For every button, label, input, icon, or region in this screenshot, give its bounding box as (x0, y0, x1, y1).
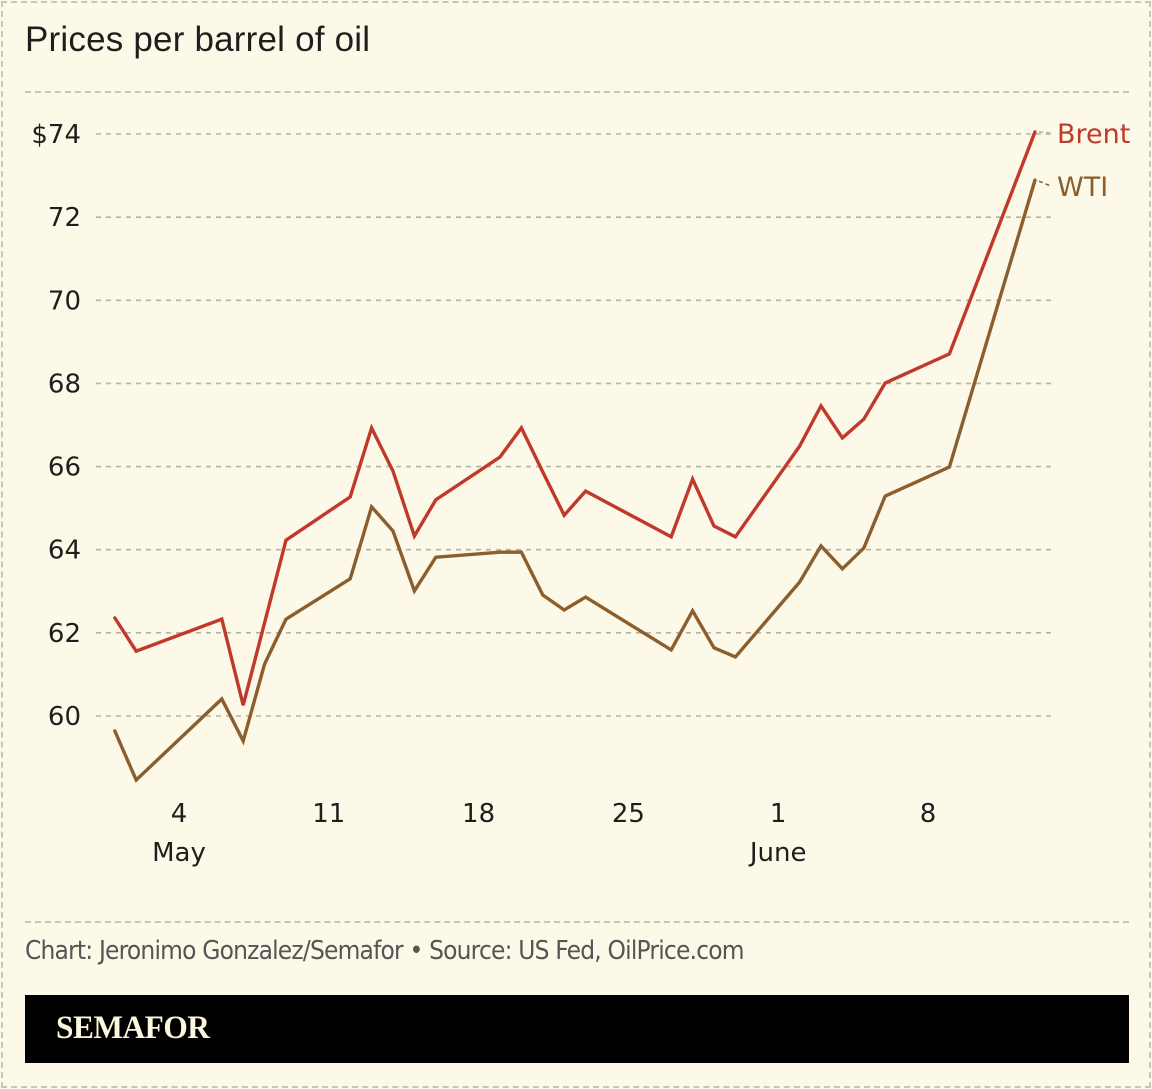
x-tick-label: 18 (462, 799, 495, 829)
y-tick-label: $74 (31, 120, 81, 150)
chart-credit: Chart: Jeronimo Gonzalez/Semafor • Sourc… (25, 936, 745, 966)
y-tick-label: 70 (48, 286, 81, 316)
x-tick-label: 4 (171, 799, 188, 829)
series-line-wti (113, 178, 1037, 783)
chart-title: Prices per barrel of oil (25, 20, 371, 59)
line-chart: 60 62 64 66 68 70 72 $74 4 May 11 18 25 1 June 8 Brent… (31, 119, 1130, 868)
gridlines (96, 133, 1055, 717)
y-tick-label: 72 (48, 203, 81, 233)
legend-leader-line (1038, 180, 1052, 187)
y-tick-label: 64 (48, 536, 81, 566)
x-tick-label: 25 (612, 799, 645, 829)
x-tick-month-label: June (748, 838, 807, 868)
x-axis-ticks: 4 May 11 18 25 1 June 8 (152, 799, 936, 868)
legend: Brent WTI (1038, 119, 1130, 203)
y-axis-ticks: 60 62 64 66 68 70 72 $74 (31, 120, 81, 732)
y-tick-label: 60 (48, 702, 81, 732)
y-tick-label: 68 (48, 369, 81, 399)
footer-divider (25, 921, 1129, 923)
y-tick-label: 66 (48, 453, 81, 483)
series-line-brent (113, 130, 1037, 706)
legend-label-wti: WTI (1057, 172, 1108, 203)
series-lines (113, 130, 1037, 783)
x-tick-month-label: May (152, 838, 206, 868)
x-tick-label: 8 (920, 799, 937, 829)
x-tick-label: 1 (770, 799, 787, 829)
legend-label-brent: Brent (1057, 119, 1130, 150)
brand-bar: SEMAFOR (25, 995, 1129, 1063)
title-divider (25, 91, 1129, 93)
legend-leader-line (1038, 131, 1052, 134)
x-tick-label: 11 (312, 799, 345, 829)
semafor-logo[interactable]: SEMAFOR (56, 1010, 210, 1046)
y-tick-label: 62 (48, 619, 81, 649)
